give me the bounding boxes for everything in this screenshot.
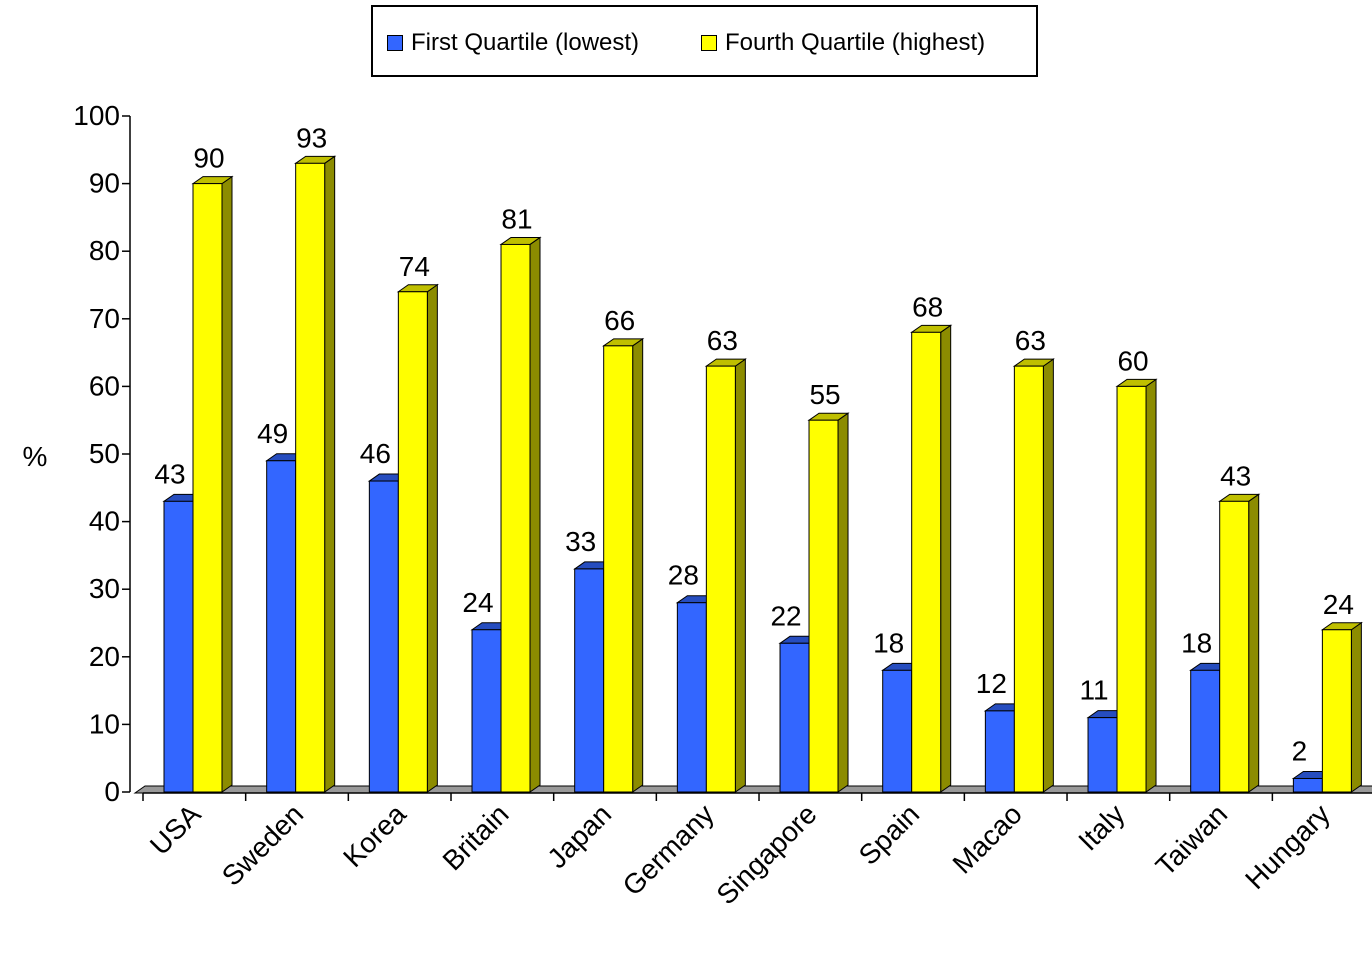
bar-first-quartile-korea <box>368 480 399 793</box>
bar-side-fourth-quartile-spain <box>940 324 952 793</box>
x-tick-label-hungary: Hungary <box>1239 798 1336 895</box>
x-tick-label-germany: Germany <box>617 798 720 901</box>
data-label-first-quartile-hungary: 2 <box>1292 735 1308 766</box>
data-label-fourth-quartile-italy: 60 <box>1117 345 1148 376</box>
bar-fourth-quartile-usa <box>192 183 223 793</box>
bar-fourth-quartile-spain <box>911 331 942 793</box>
data-label-fourth-quartile-korea: 74 <box>399 251 430 282</box>
y-tick-label-90: 90 <box>89 168 120 199</box>
bar-fourth-quartile-macao <box>1013 365 1044 793</box>
bar-fourth-quartile-hungary <box>1321 629 1352 793</box>
y-tick-label-70: 70 <box>89 303 120 334</box>
bar-first-quartile-hungary <box>1292 777 1323 793</box>
data-label-fourth-quartile-japan: 66 <box>604 305 635 336</box>
bar-side-fourth-quartile-italy <box>1145 378 1157 793</box>
data-label-fourth-quartile-sweden: 93 <box>296 122 327 153</box>
bar-first-quartile-germany <box>676 602 707 793</box>
y-tick-label-50: 50 <box>89 438 120 469</box>
data-label-fourth-quartile-macao: 63 <box>1015 325 1046 356</box>
legend-label-fourth-quartile: Fourth Quartile (highest) <box>725 29 986 56</box>
legend-item-first-quartile: First Quartile (lowest) <box>387 29 639 57</box>
bar-fourth-quartile-germany <box>705 365 736 793</box>
y-tick-label-10: 10 <box>89 708 120 739</box>
x-tick-label-japan: Japan <box>541 798 617 874</box>
y-tick-label-30: 30 <box>89 573 120 604</box>
data-label-fourth-quartile-singapore: 55 <box>809 379 840 410</box>
data-label-fourth-quartile-hungary: 24 <box>1323 589 1354 620</box>
x-tick-label-singapore: Singapore <box>710 798 822 910</box>
bar-first-quartile-japan <box>574 568 605 793</box>
x-tick-label-britain: Britain <box>437 798 515 876</box>
bar-fourth-quartile-italy <box>1116 385 1147 793</box>
data-label-first-quartile-usa: 43 <box>154 458 185 489</box>
data-label-fourth-quartile-usa: 90 <box>193 143 224 174</box>
legend-swatch-first-quartile <box>387 35 403 51</box>
bar-fourth-quartile-britain <box>500 243 531 793</box>
bar-side-fourth-quartile-sweden <box>324 155 336 793</box>
data-label-first-quartile-japan: 33 <box>565 526 596 557</box>
bar-fourth-quartile-japan <box>603 345 634 793</box>
bar-side-fourth-quartile-japan <box>632 337 644 793</box>
bar-side-fourth-quartile-taiwan <box>1248 493 1260 793</box>
bar-side-fourth-quartile-korea <box>426 283 438 793</box>
bar-side-fourth-quartile-singapore <box>837 412 849 793</box>
y-tick-label-60: 60 <box>89 370 120 401</box>
x-tick-label-taiwan: Taiwan <box>1150 798 1234 882</box>
bar-first-quartile-spain <box>882 669 913 793</box>
x-tick-label-macao: Macao <box>947 798 1028 879</box>
legend-item-fourth-quartile: Fourth Quartile (highest) <box>701 29 985 57</box>
bar-side-fourth-quartile-germany <box>734 358 746 793</box>
data-label-fourth-quartile-britain: 81 <box>501 203 532 234</box>
bar-side-fourth-quartile-hungary <box>1350 621 1362 793</box>
bar-first-quartile-macao <box>984 710 1015 793</box>
bar-fourth-quartile-taiwan <box>1219 500 1250 793</box>
bar-side-fourth-quartile-macao <box>1042 358 1054 793</box>
data-label-first-quartile-macao: 12 <box>976 668 1007 699</box>
legend: First Quartile (lowest) Fourth Quartile … <box>371 5 1038 77</box>
data-label-fourth-quartile-germany: 63 <box>707 325 738 356</box>
bar-fourth-quartile-sweden <box>295 162 326 793</box>
bar-first-quartile-singapore <box>779 642 810 793</box>
x-tick-label-sweden: Sweden <box>216 798 309 891</box>
data-label-first-quartile-taiwan: 18 <box>1181 627 1212 658</box>
x-tick-label-korea: Korea <box>337 798 412 873</box>
data-label-first-quartile-germany: 28 <box>668 560 699 591</box>
bar-fourth-quartile-singapore <box>808 419 839 793</box>
data-label-first-quartile-britain: 24 <box>462 587 493 618</box>
y-tick-label-20: 20 <box>89 641 120 672</box>
y-tick-label-0: 0 <box>104 776 120 807</box>
y-tick-label-40: 40 <box>89 506 120 537</box>
legend-label-first-quartile: First Quartile (lowest) <box>411 29 640 56</box>
data-label-fourth-quartile-taiwan: 43 <box>1220 460 1251 491</box>
x-tick-label-spain: Spain <box>853 798 926 871</box>
bar-first-quartile-usa <box>163 500 194 793</box>
data-label-first-quartile-singapore: 22 <box>770 600 801 631</box>
data-label-first-quartile-italy: 11 <box>1079 675 1108 706</box>
bar-side-fourth-quartile-britain <box>529 236 541 793</box>
y-tick-label-100: 100 <box>73 100 120 131</box>
bar-first-quartile-italy <box>1087 717 1118 793</box>
data-label-fourth-quartile-spain: 68 <box>912 291 943 322</box>
y-axis-label: % <box>23 441 48 472</box>
bar-first-quartile-taiwan <box>1190 669 1221 793</box>
x-tick-label-italy: Italy <box>1072 798 1130 856</box>
y-tick-label-80: 80 <box>89 235 120 266</box>
bar-fourth-quartile-korea <box>397 291 428 793</box>
bar-first-quartile-sweden <box>266 460 297 793</box>
bar-side-fourth-quartile-usa <box>221 175 233 793</box>
data-label-first-quartile-sweden: 49 <box>257 418 288 449</box>
bar-first-quartile-britain <box>471 629 502 793</box>
legend-swatch-fourth-quartile <box>701 35 717 51</box>
data-label-first-quartile-korea: 46 <box>360 438 391 469</box>
data-label-first-quartile-spain: 18 <box>873 627 904 658</box>
x-tick-label-usa: USA <box>144 798 207 861</box>
